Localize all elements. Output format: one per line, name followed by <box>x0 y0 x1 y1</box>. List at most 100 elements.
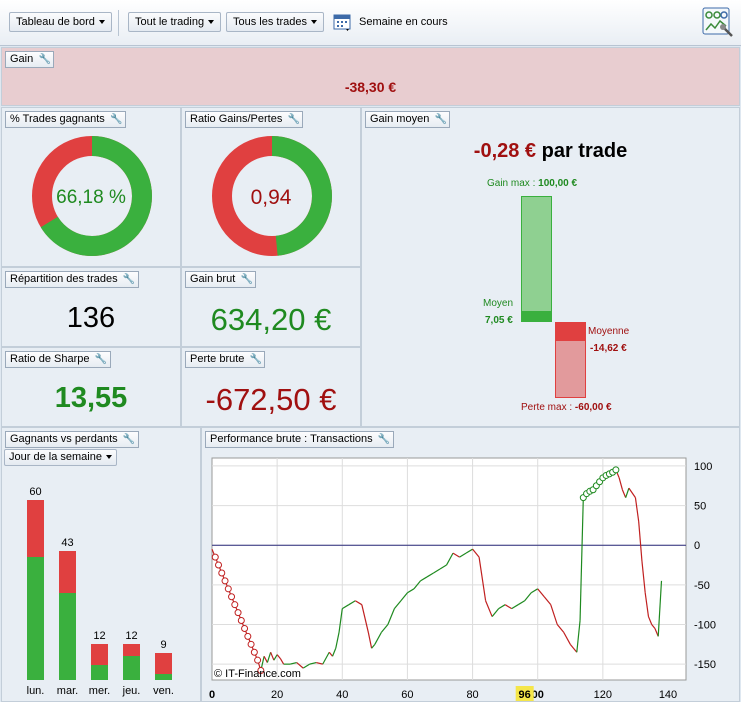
dashboard-settings-icon[interactable] <box>702 6 734 38</box>
winners-title[interactable]: Gagnants vs perdants 🔧 <box>5 431 139 448</box>
avg-gain-panel: Gain moyen 🔧 -0,28 € par trade Gain max :… <box>361 107 740 427</box>
wrench-icon[interactable]: 🔧 <box>249 354 263 365</box>
line-segment <box>504 604 512 610</box>
avg-gain-headline: -0,28 € par trade <box>362 140 739 163</box>
line-segment <box>371 643 376 649</box>
wrench-icon[interactable]: 🔧 <box>94 354 108 365</box>
trades-dropdown[interactable]: Tous les trades <box>226 12 324 32</box>
x-tick-label: 20 <box>271 689 283 701</box>
line-segment <box>628 487 636 498</box>
bar-winners <box>123 656 140 680</box>
line-segment <box>279 658 285 665</box>
winners-title-label: Gagnants vs perdants <box>10 433 118 445</box>
loss-marker <box>247 640 255 648</box>
wrench-icon[interactable]: 🔧 <box>38 54 51 65</box>
category-label: mer. <box>89 685 110 697</box>
gain-max-value: 100,00 € <box>538 178 578 189</box>
line-segment <box>387 608 395 625</box>
sharpe-title[interactable]: Ratio de Sharpe 🔧 <box>5 351 111 368</box>
loss-marker <box>221 577 229 585</box>
line-segment <box>445 552 454 566</box>
repartition-title-label: Répartition des trades <box>10 273 118 285</box>
wrench-icon[interactable]: 🔧 <box>377 434 391 445</box>
wrench-icon[interactable]: 🔧 <box>434 114 448 125</box>
line-segment <box>576 620 581 653</box>
gain-max-bar <box>521 196 552 322</box>
line-segment <box>459 552 467 558</box>
bar-losers <box>27 500 44 557</box>
line-segment <box>618 477 623 490</box>
x-tick-label: 80 <box>466 689 478 701</box>
line-segment <box>543 596 552 606</box>
repartition-panel: Répartition des trades 🔧 136 <box>1 267 181 347</box>
loss-marker <box>254 656 262 664</box>
line-segment <box>498 604 506 610</box>
line-segment <box>647 616 653 625</box>
gain-value: -38,30 € <box>344 79 397 95</box>
wrench-icon[interactable]: 🔧 <box>240 274 253 285</box>
wrench-icon[interactable]: 🔧 <box>122 434 136 445</box>
line-segment <box>367 632 373 649</box>
line-segment <box>563 632 571 645</box>
chevron-down-icon <box>105 455 112 460</box>
category-label: ven. <box>153 685 174 697</box>
gain-max-caption: Gain max : 100,00 € <box>487 178 577 189</box>
line-segment <box>641 561 646 593</box>
chevron-down-icon <box>310 20 317 25</box>
repartition-title[interactable]: Répartition des trades 🔧 <box>5 271 139 288</box>
donut-gain-segment <box>212 136 332 256</box>
win-rate-panel: % Trades gagnants 🔧 66,18 % <box>1 107 181 267</box>
plot-area <box>211 457 687 681</box>
performance-panel: Performance brute : Transactions 🔧 100 50 0… <box>201 427 740 702</box>
gain-title-label: Gain <box>10 53 34 65</box>
win-rate-title[interactable]: % Trades gagnants 🔧 <box>5 111 126 128</box>
gain-brut-value: 634,20 € <box>210 302 332 337</box>
y-tick-label: 100 <box>694 461 712 473</box>
day-of-week-dropdown[interactable]: Jour de la semaine <box>4 449 117 466</box>
trading-dropdown[interactable]: Tout le trading <box>128 12 222 32</box>
gain-title[interactable]: Gain 🔧 <box>5 51 55 68</box>
toolbar-separator <box>118 10 119 36</box>
winners-panel: Gagnants vs perdants 🔧 Jour de la semaine… <box>1 427 201 702</box>
ratio-value: 0,94 <box>250 186 292 209</box>
gain-brut-title-label: Gain brut <box>190 273 236 285</box>
wrench-icon[interactable]: 🔧 <box>122 274 136 285</box>
line-segment <box>657 580 663 637</box>
line-segment <box>335 632 340 649</box>
wrench-icon[interactable]: 🔧 <box>110 114 123 125</box>
performance-title[interactable]: Performance brute : Transactions 🔧 <box>205 431 394 448</box>
line-segment <box>400 592 408 602</box>
perte-max-label: Perte max : <box>521 402 573 413</box>
line-segment <box>452 552 460 558</box>
ratio-title[interactable]: Ratio Gains/Pertes 🔧 <box>185 111 304 128</box>
x-tick-label: 00 <box>532 689 544 701</box>
gain-max-label: Gain max : <box>487 178 536 189</box>
dashboard-dropdown[interactable]: Tableau de bord <box>9 12 112 32</box>
y-tick-label: -100 <box>694 620 716 632</box>
line-segment <box>328 651 333 657</box>
bar-losers <box>155 653 172 674</box>
line-segment <box>331 648 337 657</box>
gain-brut-title[interactable]: Gain brut 🔧 <box>185 271 257 288</box>
category-label: mar. <box>57 685 78 697</box>
wrench-icon[interactable]: 🔧 <box>287 114 301 125</box>
line-segment <box>433 568 441 574</box>
line-segment <box>530 588 539 594</box>
win-rate-donut <box>32 136 152 256</box>
line-segment <box>426 572 434 578</box>
loss-marker <box>250 648 258 656</box>
winners-bar-chart: 60 lun. 43 mar. 12 mer. 12 jeu. 9 ven. <box>27 486 174 697</box>
gain-panel: Gain 🔧 -38,30 € <box>1 47 740 106</box>
loss-avg-bar <box>555 322 586 341</box>
loss-marker <box>257 666 265 674</box>
win-rate-value: 66,18 % <box>56 187 126 208</box>
category-label: jeu. <box>122 685 141 697</box>
period-label[interactable]: Semaine en cours <box>359 16 448 28</box>
avg-gain-title[interactable]: Gain moyen 🔧 <box>365 111 451 128</box>
trades-dropdown-label: Tous les trades <box>233 16 307 28</box>
line-segment <box>276 654 281 659</box>
bar-total-label: 9 <box>160 639 166 651</box>
perte-brute-title[interactable]: Perte brute 🔧 <box>185 351 266 368</box>
chevron-down-icon <box>208 20 215 25</box>
calendar-icon[interactable] <box>333 13 353 33</box>
